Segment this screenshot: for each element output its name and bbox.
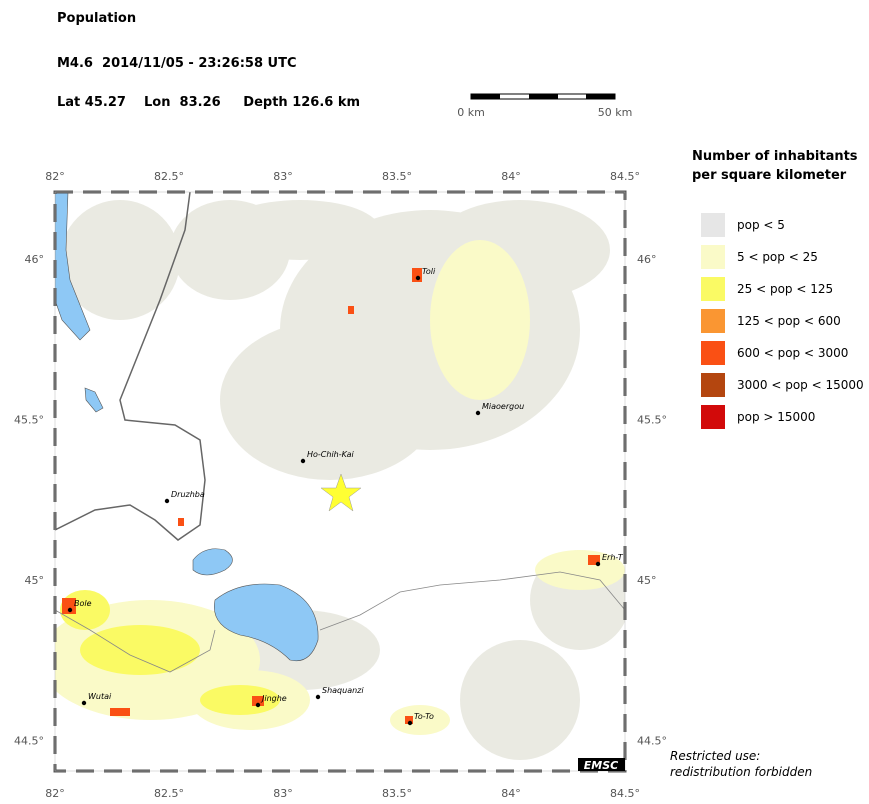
legend-title: Number of inhabitants	[692, 149, 858, 164]
place-label: Druzhba	[171, 490, 205, 499]
lon-label: 83°	[273, 170, 293, 183]
location: Lat 45.27 Lon 83.26 Depth 126.6 km	[57, 95, 360, 110]
place-dot	[255, 702, 261, 708]
place-label: Bole	[74, 599, 92, 608]
lon-label: 84°	[501, 787, 521, 800]
legend-swatch	[701, 373, 725, 397]
place-label: Jinghe	[260, 694, 287, 703]
legend-label: 3000 < pop < 15000	[737, 378, 864, 392]
title: Population	[57, 11, 136, 26]
place-label: Wutai	[88, 692, 112, 701]
lon-label: 84°	[501, 170, 521, 183]
lon-label: 84.5°	[610, 787, 640, 800]
lat-label: 44.5°	[14, 735, 44, 748]
lon-label: 83.5°	[382, 170, 412, 183]
footer: redistribution forbidden	[670, 765, 812, 779]
legend-swatch	[701, 277, 725, 301]
place-dot	[415, 275, 421, 281]
lat-label: 45°	[25, 574, 45, 587]
place-dot	[407, 720, 413, 726]
place-dot	[300, 458, 306, 464]
lat-label: 45.5°	[14, 414, 44, 427]
map-area	[55, 192, 625, 771]
legend-title: per square kilometer	[692, 168, 847, 183]
place-dot	[475, 410, 481, 416]
lat-label: 46°	[637, 253, 657, 266]
lon-label: 82.5°	[154, 787, 184, 800]
place-label: Erh-T	[602, 553, 624, 562]
place-dot	[81, 700, 87, 706]
place-label: To-To	[414, 712, 434, 721]
lon-label: 82°	[45, 170, 65, 183]
epicenter	[320, 473, 362, 512]
legend-label: 25 < pop < 125	[737, 282, 833, 296]
legend-label: 5 < pop < 25	[737, 250, 818, 264]
lon-label: 83°	[273, 787, 293, 800]
lat-label: 46°	[25, 253, 45, 266]
lat-label: 45.5°	[637, 414, 667, 427]
lon-label: 83.5°	[382, 787, 412, 800]
legend-label: 125 < pop < 600	[737, 314, 841, 328]
place-label: Ho-Chih-Kai	[307, 450, 354, 459]
legend-swatch	[701, 213, 725, 237]
legend-label: 600 < pop < 3000	[737, 346, 848, 360]
place-label: Shaquanzi	[322, 686, 364, 695]
legend-label: pop < 5	[737, 218, 785, 232]
place-dot	[164, 498, 170, 504]
lat-label: 45°	[637, 574, 657, 587]
lon-label: 82.5°	[154, 170, 184, 183]
lon-label: 82°	[45, 787, 65, 800]
scale-bar	[470, 93, 616, 100]
event: M4.6 2014/11/05 - 23:26:58 UTC	[57, 56, 296, 71]
scale-start: 0 km	[457, 106, 485, 119]
lat-label: 44.5°	[637, 735, 667, 748]
lon-label: 84.5°	[610, 170, 640, 183]
legend-swatch	[701, 245, 725, 269]
legend-swatch	[701, 405, 725, 429]
legend-label: pop > 15000	[737, 410, 815, 424]
place-dot	[67, 607, 73, 613]
badge: EMSC	[584, 759, 618, 772]
badge-bg	[578, 758, 625, 771]
place-dot	[315, 694, 321, 700]
scale-end: 50 km	[598, 106, 633, 119]
place-label: Miaoergou	[482, 402, 524, 411]
footer: Restricted use:	[670, 749, 760, 763]
legend-swatch	[701, 341, 725, 365]
legend-swatch	[701, 309, 725, 333]
place-label: Toli	[422, 267, 436, 276]
place-dot	[595, 561, 601, 567]
